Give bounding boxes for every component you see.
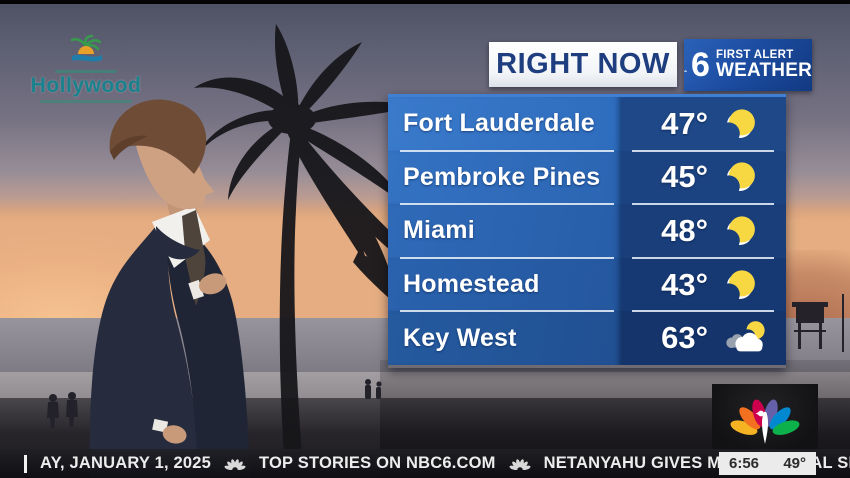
lifeguard-tower-silhouette	[792, 294, 844, 352]
table-row: Miami 48°	[388, 203, 786, 258]
station-brand-box: 6 FIRST ALERT WEATHER	[684, 39, 812, 91]
table-row: Pembroke Pines 45°	[388, 149, 786, 205]
temperature-value: 47°	[661, 105, 708, 141]
table-row: Fort Lauderdale 47°	[388, 97, 786, 151]
letterbox-bar	[0, 0, 850, 4]
channel-number: 6	[691, 46, 710, 84]
segment-title: RIGHT NOW	[496, 48, 670, 80]
city-label: Miami	[403, 216, 475, 245]
segment-title-box: RIGHT NOW	[489, 42, 677, 87]
crescent-moon-icon	[722, 104, 768, 144]
city-label: Pembroke Pines	[403, 162, 601, 191]
temperature-value: 48°	[661, 212, 708, 248]
hollywood-palm-icon	[70, 34, 102, 62]
news-ticker: AY, JANUARY 1, 2025 TOP STORIES ON NBC6.…	[0, 449, 850, 478]
beach-people-silhouettes	[47, 379, 382, 428]
crescent-moon-icon	[722, 211, 768, 251]
moon-clouds-icon	[722, 318, 768, 358]
outside-temperature: 49°	[783, 455, 806, 472]
city-cell: Fort Lauderdale	[388, 97, 622, 151]
weather-anchor	[89, 99, 250, 478]
current-conditions-panel: Fort Lauderdale 47° Pembroke Pines 45°	[388, 94, 786, 368]
temperature-value: 45°	[661, 159, 708, 195]
palm-tree-silhouette	[194, 24, 467, 456]
temperature-cell: 63°	[622, 310, 786, 365]
city-cell: Homestead	[388, 256, 622, 312]
crescent-moon-icon	[722, 265, 768, 305]
city-cell: Key West	[388, 310, 622, 365]
brand-tagline: FIRST ALERT WEATHER	[715, 48, 812, 82]
temperature-value: 63°	[661, 320, 708, 356]
city-cell: Miami	[388, 203, 622, 258]
brand-line2: WEATHER	[715, 60, 812, 82]
temperature-cell: 43°	[622, 256, 786, 312]
ticker-headline: TOP STORIES ON NBC6.COM	[259, 454, 496, 472]
temperature-value: 43°	[661, 266, 708, 302]
location-watermark: Hollywood	[28, 34, 144, 103]
ticker-cursor-bar	[24, 454, 27, 473]
peacock-separator-icon	[509, 458, 531, 470]
city-label: Homestead	[403, 270, 540, 299]
nbc-peacock-icon	[684, 70, 688, 72]
city-label: Fort Lauderdale	[403, 109, 595, 138]
location-logo-tagline	[55, 70, 117, 73]
peacock-separator-icon	[224, 458, 246, 470]
city-cell: Pembroke Pines	[388, 149, 622, 205]
crescent-moon-icon	[722, 157, 768, 197]
nbc-peacock-color-icon	[730, 399, 800, 444]
location-logo-subtitle	[40, 100, 132, 103]
time-temp-box: 6:56 49°	[719, 452, 816, 475]
ticker-date: AY, JANUARY 1, 2025	[40, 454, 212, 472]
temperature-cell: 48°	[622, 203, 786, 258]
table-row: Key West 63°	[388, 310, 786, 365]
location-name: Hollywood	[30, 74, 142, 97]
city-label: Key West	[403, 323, 517, 352]
temperature-cell: 47°	[622, 97, 786, 151]
temperature-cell: 45°	[622, 149, 786, 205]
nbc-logo-bug	[712, 384, 818, 450]
brand-line1: FIRST ALERT	[715, 48, 794, 61]
table-row: Homestead 43°	[388, 256, 786, 312]
clock-time: 6:56	[729, 455, 760, 472]
